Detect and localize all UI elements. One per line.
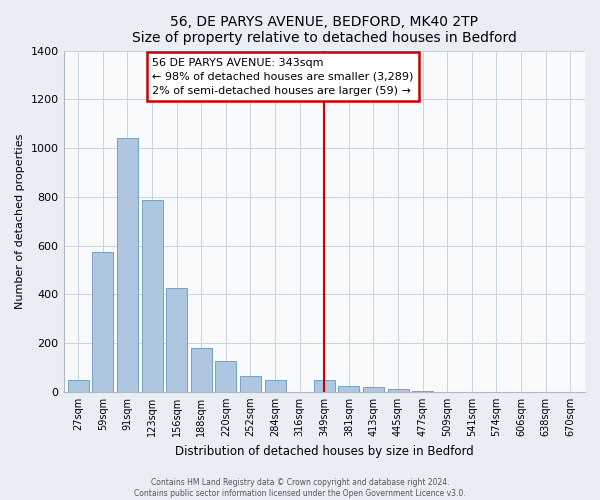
Bar bbox=[314, 380, 335, 392]
Bar bbox=[265, 380, 286, 392]
Text: 56 DE PARYS AVENUE: 343sqm
← 98% of detached houses are smaller (3,289)
2% of se: 56 DE PARYS AVENUE: 343sqm ← 98% of deta… bbox=[152, 58, 413, 96]
Bar bbox=[191, 348, 212, 392]
Bar bbox=[240, 376, 261, 392]
Bar bbox=[388, 390, 409, 392]
Bar bbox=[68, 380, 89, 392]
Bar bbox=[142, 200, 163, 392]
Title: 56, DE PARYS AVENUE, BEDFORD, MK40 2TP
Size of property relative to detached hou: 56, DE PARYS AVENUE, BEDFORD, MK40 2TP S… bbox=[132, 15, 517, 45]
Y-axis label: Number of detached properties: Number of detached properties bbox=[15, 134, 25, 309]
Bar bbox=[92, 252, 113, 392]
Bar bbox=[363, 387, 384, 392]
Bar bbox=[117, 138, 138, 392]
X-axis label: Distribution of detached houses by size in Bedford: Distribution of detached houses by size … bbox=[175, 444, 473, 458]
Bar bbox=[412, 390, 433, 392]
Bar bbox=[338, 386, 359, 392]
Text: Contains HM Land Registry data © Crown copyright and database right 2024.
Contai: Contains HM Land Registry data © Crown c… bbox=[134, 478, 466, 498]
Bar bbox=[215, 362, 236, 392]
Bar bbox=[166, 288, 187, 392]
